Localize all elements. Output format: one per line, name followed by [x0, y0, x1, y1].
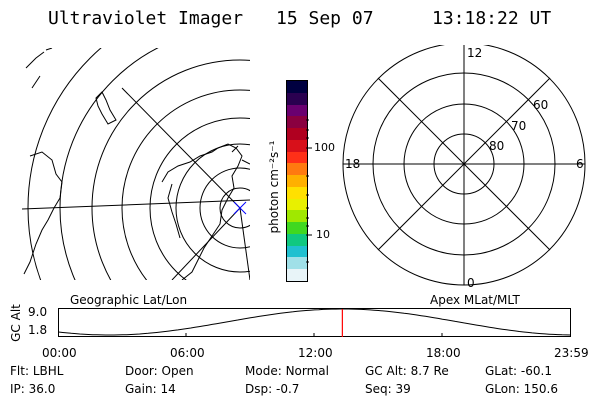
coastline — [231, 145, 250, 165]
lat-circle — [121, 89, 250, 280]
coastline-antarctica-inner — [167, 183, 181, 239]
orbit-ylabel: GC Alt — [9, 304, 23, 342]
coastline-antarctica — [161, 143, 243, 280]
orbit-ytick-min: 1.8 — [28, 323, 48, 337]
status-filter: Flt: LBHL — [10, 364, 64, 378]
colorbar-swatch — [287, 175, 307, 187]
meridian-line — [171, 207, 241, 280]
status-door: Door: Open — [125, 364, 194, 378]
mlt-label-0: 0 — [467, 276, 475, 290]
orbit-xtick-1: 06:00 — [170, 346, 205, 360]
colorbar-swatch — [287, 186, 307, 199]
instrument-title: Ultraviolet Imager — [48, 8, 244, 29]
status-gain: Gain: 14 — [125, 382, 176, 396]
colorbar-tick-100: 100 — [314, 141, 335, 154]
mlt-label-12: 12 — [467, 46, 483, 60]
orbit-altitude-curve — [58, 308, 571, 336]
meridian-line — [22, 199, 250, 210]
status-glat: GLat: -60.1 — [485, 364, 552, 378]
coastline-new-zealand — [95, 91, 117, 125]
colorbar-swatch — [287, 163, 307, 176]
coastline-south-america — [23, 151, 63, 275]
lat-circle — [175, 143, 250, 273]
mlt-label-6: 6 — [576, 157, 584, 171]
colorbar-swatch — [287, 128, 307, 140]
lat-circle — [199, 167, 250, 249]
colorbar-swatch — [287, 222, 307, 234]
colorbar-swatch — [287, 198, 307, 211]
polar-plot — [342, 45, 586, 286]
colorbar-swatch — [287, 257, 307, 270]
geo-panel-label: Geographic Lat/Lon — [70, 293, 188, 307]
colorbar-ticks — [306, 119, 312, 263]
colorbar-swatch — [287, 92, 307, 105]
mlt-line-diag — [377, 77, 551, 251]
coastline — [25, 48, 53, 89]
meridian-line — [121, 87, 241, 209]
colorbar-swatch — [287, 151, 307, 164]
colorbar-swatch — [287, 245, 307, 258]
colorbar — [286, 80, 308, 282]
orbit-xtick-2: 12:00 — [298, 346, 333, 360]
lat-circle — [59, 48, 159, 280]
colorbar-swatch — [287, 139, 307, 152]
colorbar-swatch — [287, 116, 307, 129]
status-seq: Seq: 39 — [365, 382, 411, 396]
colorbar-swatch — [287, 269, 307, 282]
colorbar-swatch — [287, 104, 307, 117]
date-label: 15 Sep 07 — [276, 8, 374, 29]
lat-circle — [27, 48, 102, 280]
lat-circle — [91, 59, 250, 280]
geographic-map — [22, 48, 250, 280]
orbit-xtick-4: 23:59 — [554, 346, 589, 360]
status-ip: IP: 36.0 — [10, 382, 56, 396]
mlt-label-18: 18 — [345, 157, 361, 171]
orbit-frame — [58, 308, 571, 337]
orbit-altitude-chart — [58, 308, 571, 337]
orbit-xtick-0: 00:00 — [42, 346, 77, 360]
colorbar-unit-label: photon cm⁻²s⁻¹ — [267, 140, 281, 234]
mlat-label-60: 60 — [533, 98, 549, 112]
colorbar-swatch — [287, 210, 307, 223]
status-mode: Mode: Normal — [245, 364, 329, 378]
meridian-line — [239, 207, 250, 280]
time-label: 13:18:22 UT — [432, 8, 552, 29]
status-dsp: Dsp: -0.7 — [245, 382, 300, 396]
mlat-label-70: 70 — [511, 119, 527, 133]
orbit-ytick-max: 9.0 — [28, 305, 48, 319]
colorbar-tick-10: 10 — [316, 228, 330, 241]
status-gc-alt: GC Alt: 8.7 Re — [365, 364, 449, 378]
lat-circle — [219, 187, 250, 229]
mlat-label-80: 80 — [489, 139, 505, 153]
colorbar-swatch — [287, 233, 307, 246]
pole-marker — [233, 201, 247, 215]
status-glon: GLon: 150.6 — [485, 382, 558, 396]
polar-panel-label: Apex MLat/MLT — [430, 293, 520, 307]
orbit-xtick-3: 18:00 — [426, 346, 461, 360]
lat-circle — [149, 117, 250, 280]
colorbar-swatch — [287, 81, 307, 93]
